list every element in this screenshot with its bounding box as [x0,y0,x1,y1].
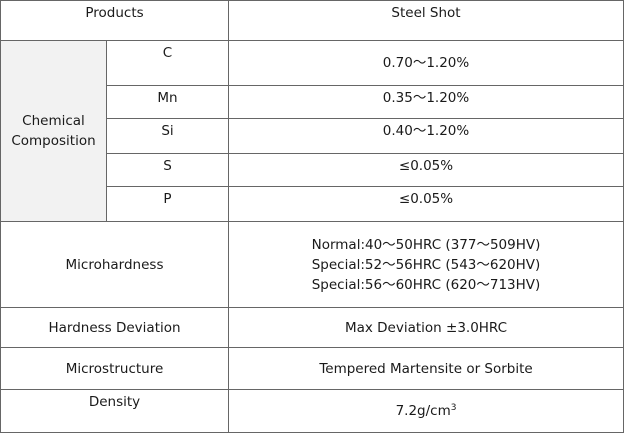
chemical-label-line2: Composition [11,133,96,149]
hardness-deviation-row: Hardness Deviation Max Deviation ±3.0HRC [0,307,625,348]
density-unit-superscript: 3 [450,403,457,413]
composition-row-p: P ≤0.05% [1,186,625,222]
element-symbol: Mn [105,85,230,119]
microhardness-line: Special:56～60HRC (620～713HV) [311,276,541,293]
steel-shot-header: Steel Shot [228,0,625,41]
composition-row-mn: Mn 0.35～1.20% [1,85,625,119]
composition-row-s: S ≤0.05% [1,153,625,187]
element-symbol: S [105,153,230,187]
microhardness-line: Normal:40～50HRC (377～509HV) [311,236,541,253]
composition-row-c: Chemical Composition C 0.70～1.20% [0,40,625,222]
element-value: 0.35～1.20% [228,85,625,119]
element-symbol: P [105,186,230,222]
chemical-label-line1: Chemical [22,113,85,129]
element-symbol: C [105,40,230,86]
microstructure-row: Microstructure Tempered Martensite or So… [0,347,625,390]
microhardness-values: Normal:40～50HRC (377～509HV) Special:52～5… [228,221,625,308]
hardness-deviation-value: Max Deviation ±3.0HRC [228,307,625,348]
density-label: Density [0,389,230,433]
element-symbol: Si [105,118,230,154]
microhardness-label: Microhardness [0,221,230,308]
element-value: ≤0.05% [228,186,625,222]
header-row: Products Steel Shot [0,0,625,41]
products-header: Products [0,0,230,41]
element-value: 0.40～1.20% [228,118,625,154]
microhardness-row: Microhardness Normal:40～50HRC (377～509HV… [0,221,625,308]
microstructure-label: Microstructure [0,347,230,390]
microstructure-value: Tempered Martensite or Sorbite [228,347,625,390]
chemical-composition-label: Chemical Composition [0,40,107,222]
element-value: ≤0.05% [228,153,625,187]
microhardness-line: Special:52～56HRC (543～620HV) [311,256,541,273]
composition-row-si: Si 0.40～1.20% [1,118,625,154]
hardness-deviation-label: Hardness Deviation [0,307,230,348]
element-value: 0.70～1.20% [228,40,625,86]
density-row: Density 7.2g/cm3 [0,389,625,433]
density-value: 7.2g/cm [395,403,451,419]
density-value-cell: 7.2g/cm3 [228,389,625,433]
